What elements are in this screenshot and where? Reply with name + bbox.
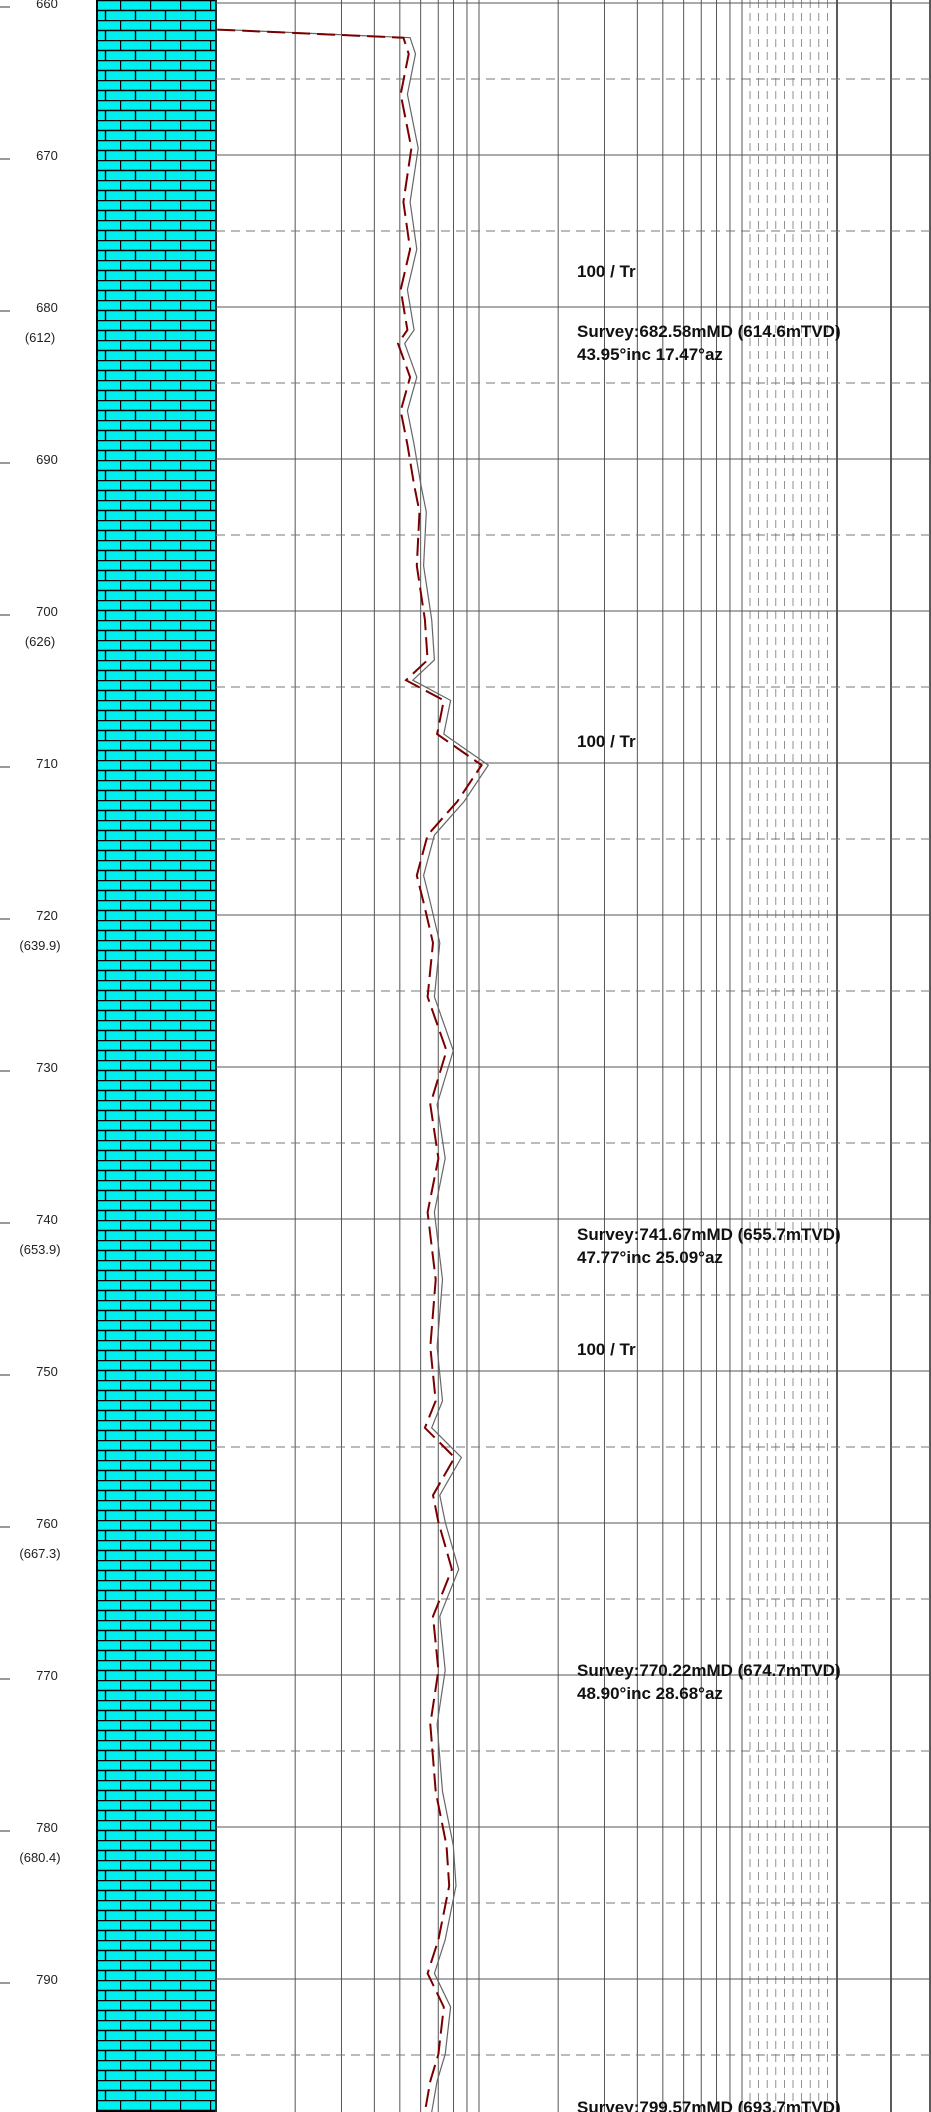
depth-label: 690 [36,452,58,467]
annotation: 48.90°inc 28.68°az [577,1684,723,1703]
depth-label: 700 [36,604,58,619]
annotation: 100 / Tr [577,732,636,751]
curve [223,29,490,2112]
tvd-label: (626) [25,634,55,649]
depth-label: 680 [36,300,58,315]
curves [217,28,490,2112]
depth-label: 720 [36,908,58,923]
depth-label: 710 [36,756,58,771]
depth-label: 740 [36,1212,58,1227]
tvd-label: (653.9) [19,1242,60,1257]
curve [217,28,483,2112]
depth-label: 760 [36,1516,58,1531]
labels: 660 670 680 690 700 710 720 730 740 750 760 770 780 7… [0,0,841,2112]
depth-label: 670 [36,148,58,163]
annotation: 100 / Tr [577,1340,636,1359]
annotation: 100 / Tr [577,262,636,281]
annotation: 43.95°inc 17.47°az [577,345,723,364]
lithology-column [96,0,217,2112]
annotation: Survey:682.58mMD (614.6mTVD) [577,322,841,341]
tvd-label: (612) [25,330,55,345]
tvd-label: (667.3) [19,1546,60,1561]
depth-label: 730 [36,1060,58,1075]
depth-label: 750 [36,1364,58,1379]
annotation: Survey:770.22mMD (674.7mTVD) [577,1661,841,1680]
depth-label: 780 [36,1820,58,1835]
depth-label: 790 [36,1972,58,1987]
depth-label: 660 [36,0,58,11]
depth-label: 770 [36,1668,58,1683]
grid [215,0,931,2112]
annotation: Survey:799.57mMD (693.7mTVD) [577,2098,841,2112]
tvd-label: (680.4) [19,1850,60,1865]
tvd-label: (639.9) [19,938,60,953]
annotation: Survey:741.67mMD (655.7mTVD) [577,1225,841,1244]
annotation: 47.77°inc 25.09°az [577,1248,723,1267]
